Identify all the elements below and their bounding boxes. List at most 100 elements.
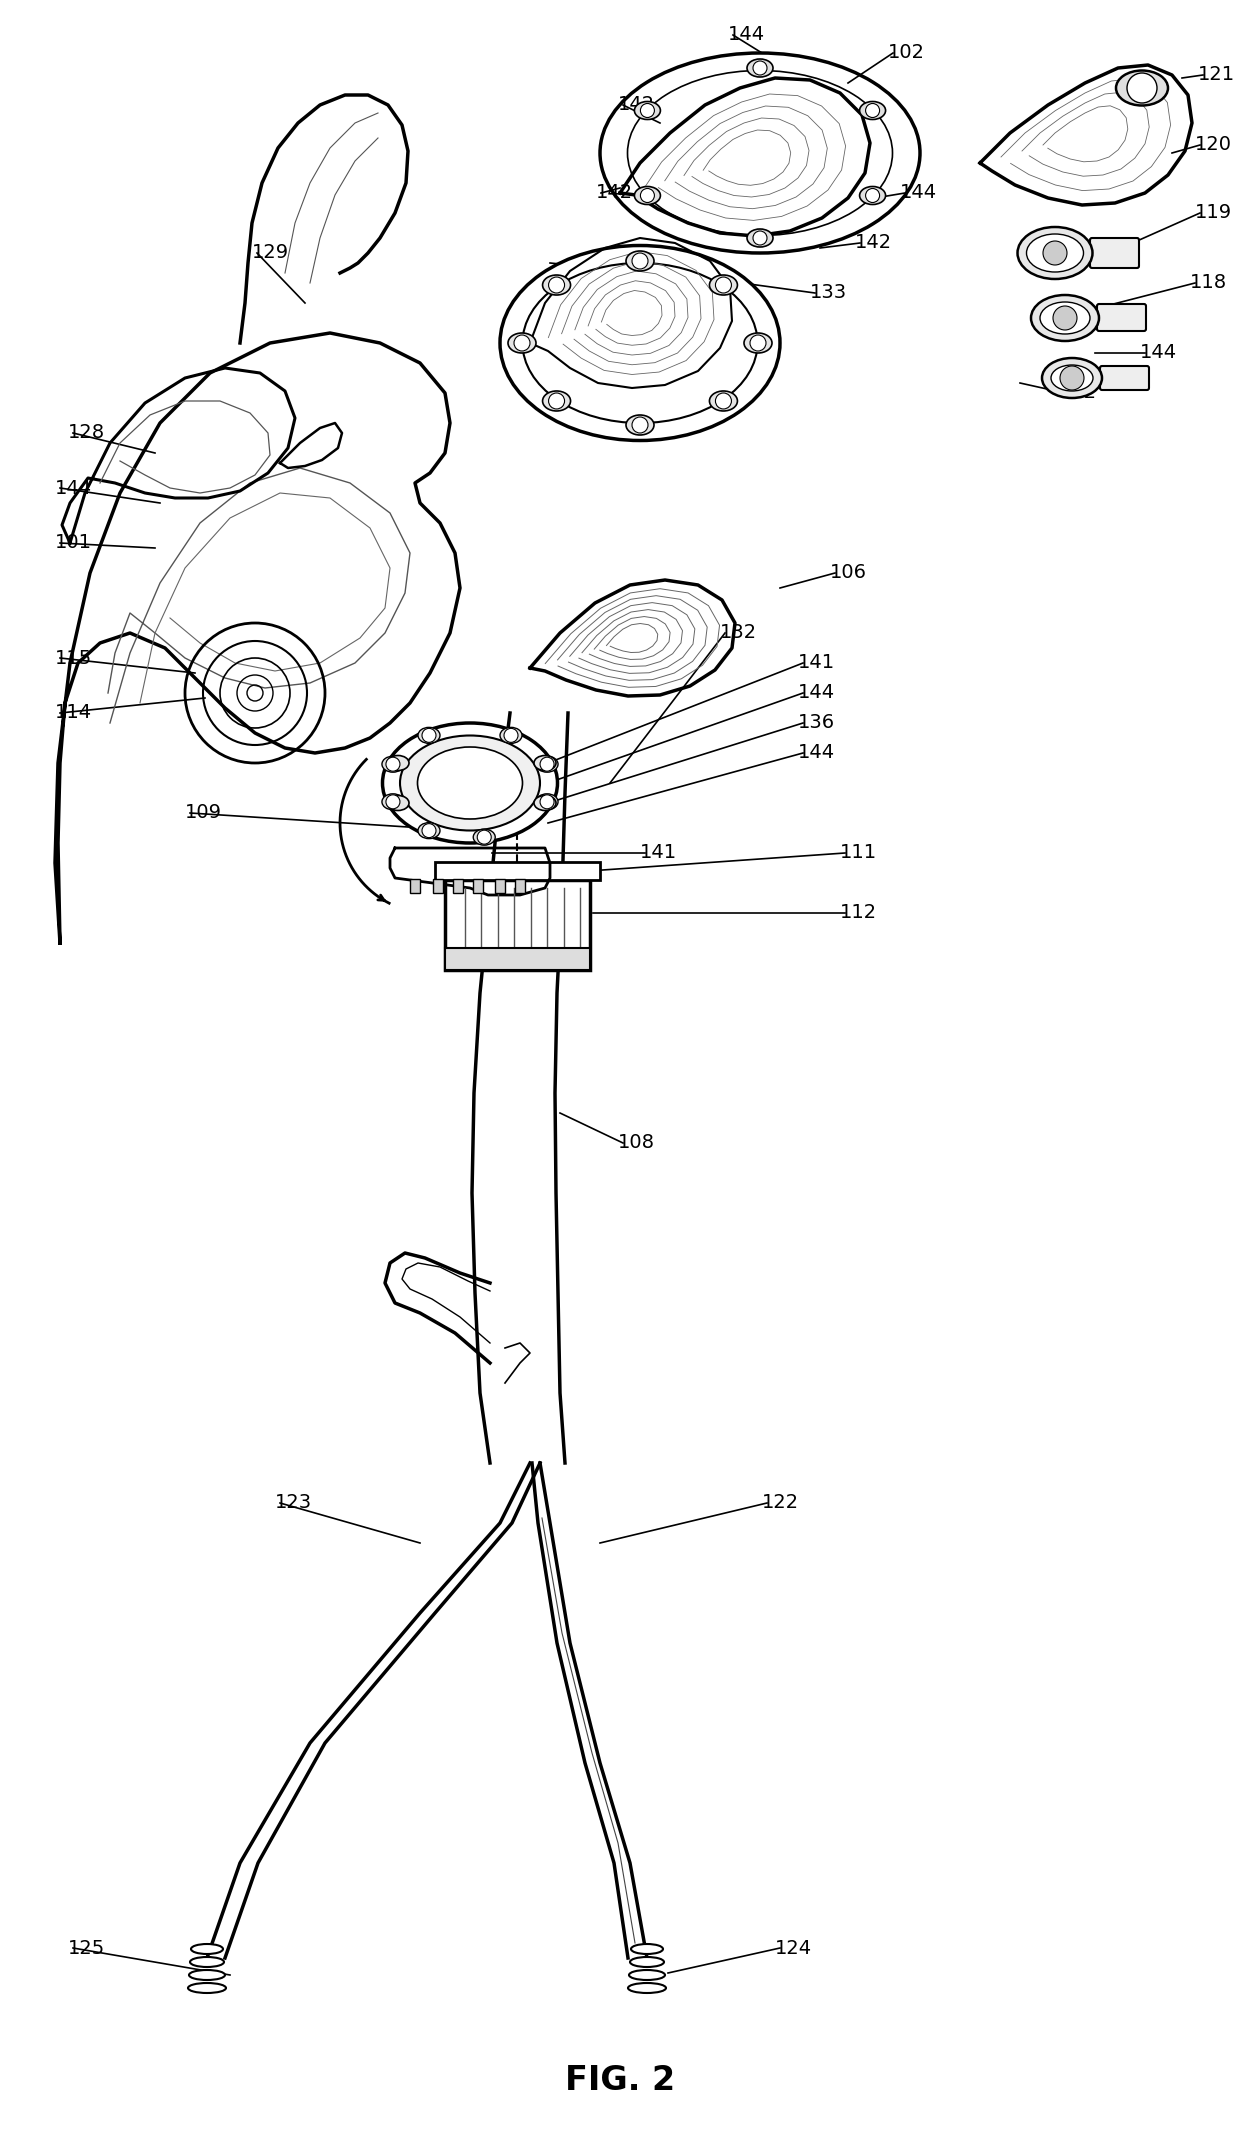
Ellipse shape — [387, 756, 409, 771]
Text: 133: 133 — [810, 283, 847, 302]
Ellipse shape — [382, 756, 404, 771]
Text: 144: 144 — [1140, 343, 1177, 362]
Text: 101: 101 — [55, 534, 92, 553]
Ellipse shape — [522, 264, 758, 422]
Circle shape — [548, 392, 564, 409]
Circle shape — [1043, 240, 1066, 266]
Ellipse shape — [188, 1982, 226, 1993]
Circle shape — [753, 231, 768, 244]
Text: 122: 122 — [763, 1494, 799, 1513]
Text: 137: 137 — [596, 259, 634, 276]
FancyBboxPatch shape — [445, 881, 590, 971]
Ellipse shape — [744, 332, 773, 354]
FancyBboxPatch shape — [1090, 238, 1140, 268]
Text: 144: 144 — [799, 744, 835, 763]
Ellipse shape — [1042, 358, 1102, 399]
Ellipse shape — [1116, 71, 1168, 105]
Text: 142: 142 — [596, 184, 634, 201]
Text: 144: 144 — [799, 684, 835, 703]
Circle shape — [386, 795, 401, 808]
Text: 120: 120 — [1195, 135, 1233, 154]
Circle shape — [750, 334, 766, 351]
Ellipse shape — [190, 1957, 224, 1967]
Ellipse shape — [508, 332, 536, 354]
Text: 142: 142 — [1060, 384, 1097, 403]
Text: 111: 111 — [839, 844, 877, 861]
Text: 123: 123 — [275, 1494, 312, 1513]
Circle shape — [515, 334, 529, 351]
Bar — [472, 879, 484, 894]
Bar — [453, 879, 463, 894]
Circle shape — [422, 729, 436, 741]
Ellipse shape — [629, 1969, 665, 1980]
Ellipse shape — [626, 251, 653, 270]
Ellipse shape — [635, 186, 661, 204]
Ellipse shape — [500, 246, 780, 441]
Circle shape — [715, 276, 732, 294]
Ellipse shape — [382, 793, 404, 810]
Ellipse shape — [709, 274, 738, 296]
Ellipse shape — [1027, 234, 1084, 272]
Circle shape — [477, 829, 491, 844]
Circle shape — [548, 276, 564, 294]
Ellipse shape — [635, 101, 661, 120]
Circle shape — [715, 392, 732, 409]
Ellipse shape — [1052, 364, 1092, 390]
Text: 128: 128 — [68, 424, 105, 441]
Ellipse shape — [626, 416, 653, 435]
FancyBboxPatch shape — [1097, 304, 1146, 330]
Text: 112: 112 — [839, 904, 877, 921]
Text: 136: 136 — [799, 714, 835, 733]
Bar — [515, 879, 525, 894]
Circle shape — [866, 189, 879, 201]
Circle shape — [1127, 73, 1157, 103]
Ellipse shape — [746, 60, 773, 77]
Ellipse shape — [534, 756, 556, 771]
Ellipse shape — [418, 748, 522, 819]
Bar — [433, 879, 443, 894]
Ellipse shape — [1040, 302, 1090, 334]
Ellipse shape — [418, 823, 440, 838]
Circle shape — [632, 418, 649, 433]
Text: 121: 121 — [1198, 66, 1235, 84]
Text: 142: 142 — [618, 96, 655, 114]
Circle shape — [503, 729, 518, 741]
Text: 115: 115 — [55, 649, 92, 666]
Ellipse shape — [387, 795, 409, 810]
Ellipse shape — [534, 795, 556, 810]
Ellipse shape — [191, 1944, 223, 1954]
Ellipse shape — [536, 756, 558, 771]
Ellipse shape — [859, 101, 885, 120]
Text: 141: 141 — [640, 844, 677, 861]
FancyBboxPatch shape — [1100, 366, 1149, 390]
Ellipse shape — [543, 390, 570, 411]
Circle shape — [541, 756, 554, 771]
Text: 106: 106 — [830, 564, 867, 583]
Text: 144: 144 — [55, 478, 92, 497]
Ellipse shape — [631, 1944, 663, 1954]
Text: 141: 141 — [799, 654, 835, 673]
Circle shape — [541, 795, 554, 808]
Ellipse shape — [859, 186, 885, 204]
Ellipse shape — [474, 829, 495, 844]
Ellipse shape — [543, 274, 570, 296]
Text: 124: 124 — [775, 1939, 812, 1957]
Text: 144: 144 — [900, 184, 937, 201]
Circle shape — [866, 103, 879, 118]
Bar — [445, 947, 590, 971]
Ellipse shape — [418, 726, 440, 744]
Text: 108: 108 — [618, 1134, 655, 1153]
Ellipse shape — [500, 726, 522, 744]
Text: 142: 142 — [735, 313, 773, 332]
Text: 114: 114 — [55, 703, 92, 722]
Circle shape — [640, 103, 655, 118]
Ellipse shape — [709, 390, 738, 411]
Circle shape — [386, 756, 401, 771]
Text: 119: 119 — [1195, 204, 1233, 223]
Text: FIG. 2: FIG. 2 — [565, 2064, 675, 2098]
Text: 118: 118 — [1190, 274, 1228, 291]
Text: 102: 102 — [888, 43, 925, 62]
Ellipse shape — [630, 1957, 663, 1967]
Ellipse shape — [188, 1969, 224, 1980]
Circle shape — [1053, 306, 1078, 330]
